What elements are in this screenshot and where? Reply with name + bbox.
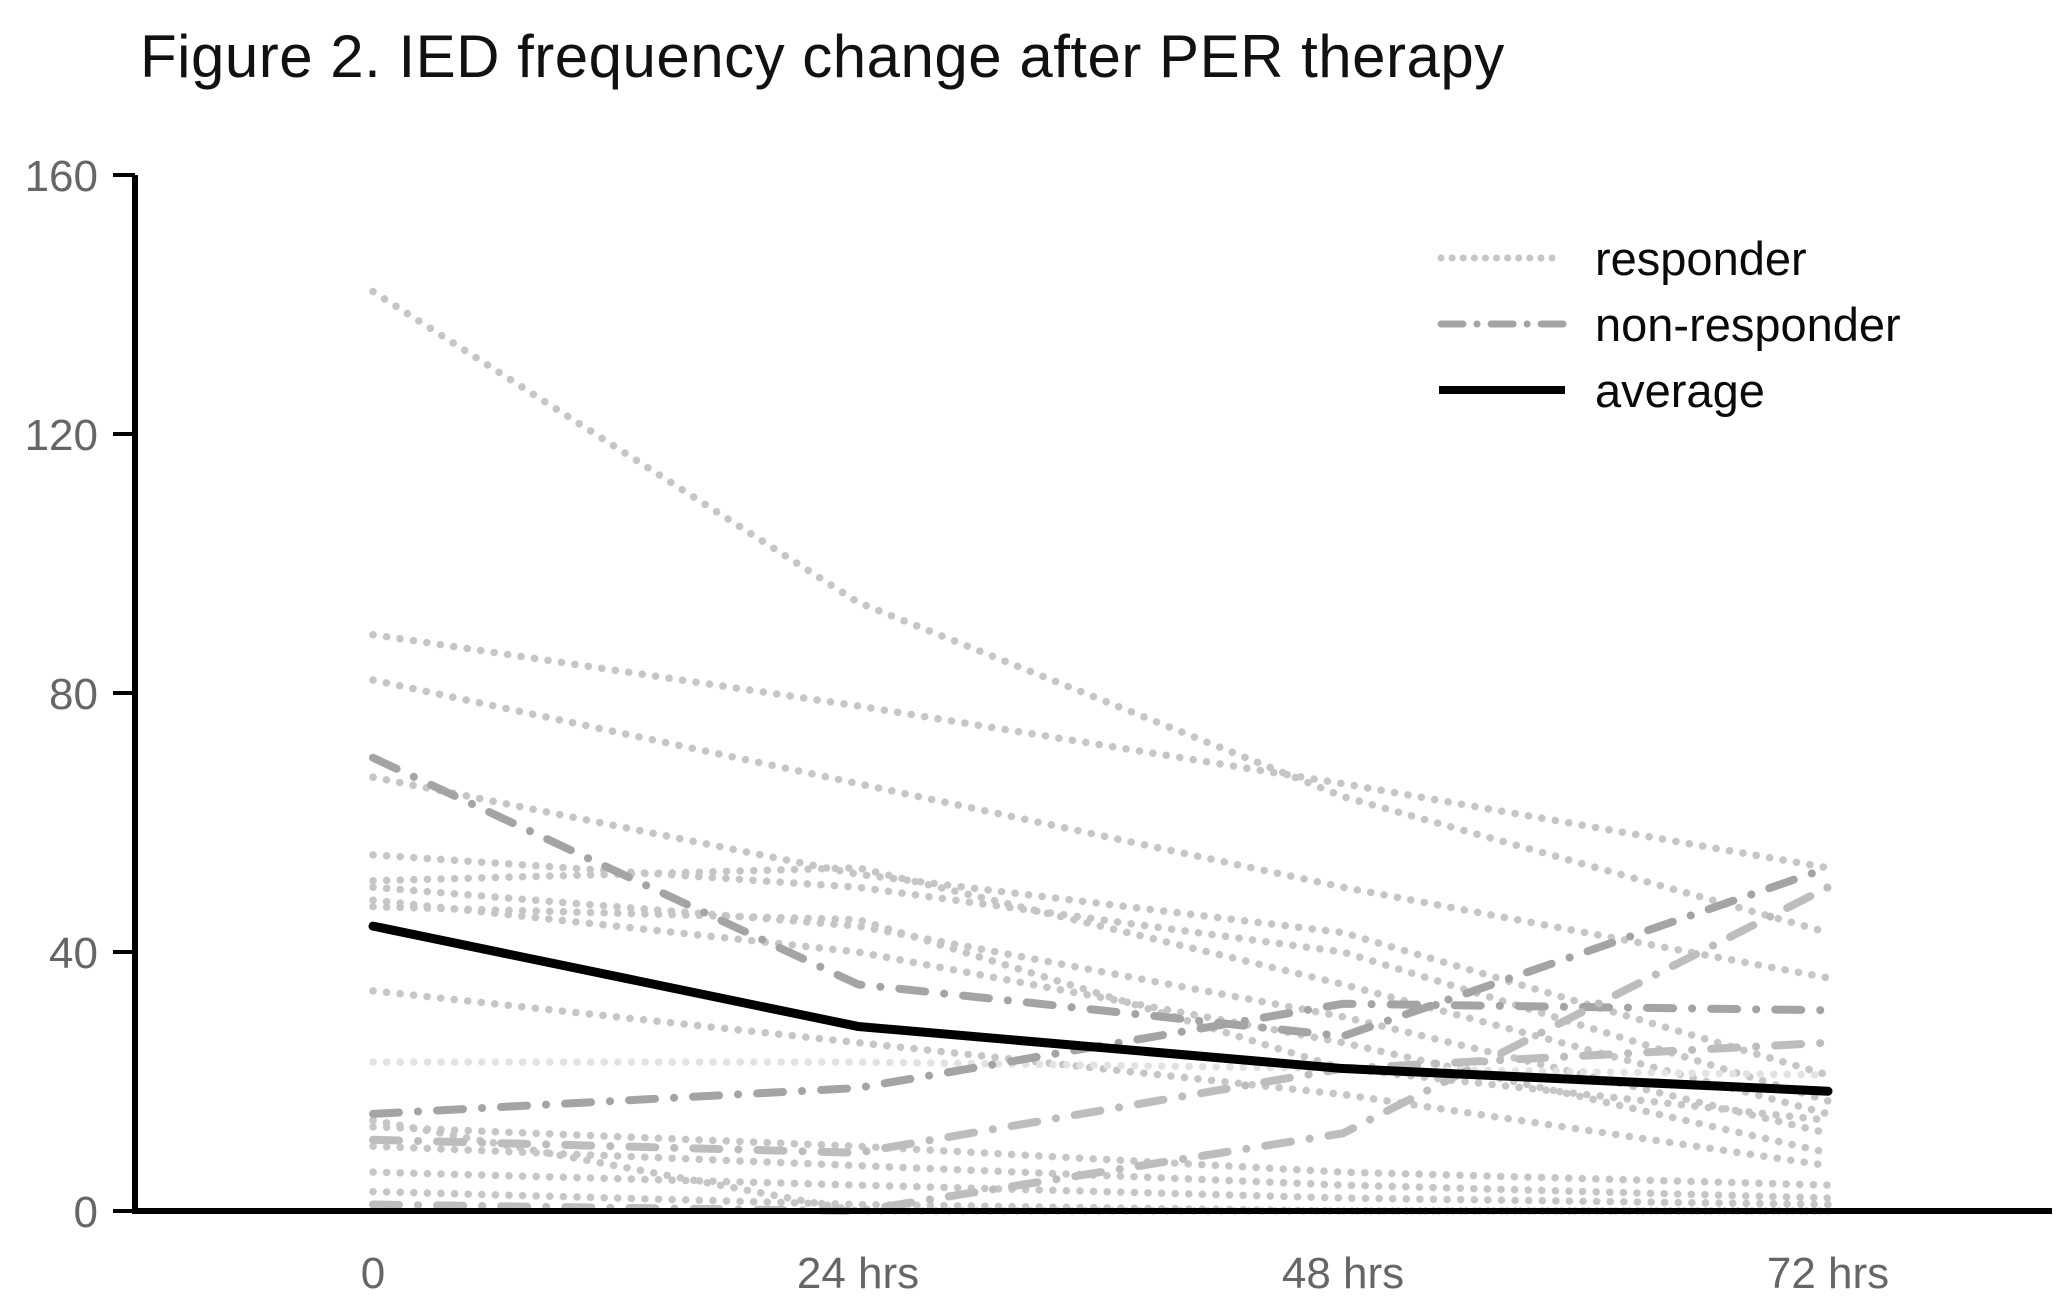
non-responder-line xyxy=(369,1038,1832,1157)
non-responder-line-swatch-icon xyxy=(1437,320,1567,328)
legend: responder non-responder average xyxy=(1437,232,1901,416)
x-tick-label: 72 hrs xyxy=(1767,1249,1889,1298)
tick-labels-layer: 0 40 80 120 160 0 24 hrs 48 hrs 72 hrs xyxy=(25,152,1890,1298)
responder-line xyxy=(369,1168,1832,1209)
series-layer xyxy=(368,287,1833,1216)
responder-line xyxy=(369,987,1832,1170)
legend-label-average: average xyxy=(1595,363,1765,417)
responder-line xyxy=(369,883,1832,1138)
legend-label-responder: responder xyxy=(1595,231,1807,285)
legend-label-non-responder: non-responder xyxy=(1595,297,1901,351)
y-tick-label: 40 xyxy=(49,929,98,978)
responder-line xyxy=(369,287,1832,937)
responder-line xyxy=(369,1058,1832,1079)
responder-line xyxy=(369,1123,1832,1189)
responder-line xyxy=(369,676,1832,982)
y-tick-label: 120 xyxy=(25,411,98,460)
responder-line-swatch-icon xyxy=(1437,254,1567,262)
non-responder-line xyxy=(369,753,1832,1041)
responder-line xyxy=(369,630,1832,872)
y-tick-label: 160 xyxy=(25,152,98,201)
x-tick-label: 48 hrs xyxy=(1282,1249,1404,1298)
x-tick-label: 24 hrs xyxy=(797,1249,919,1298)
average-line-swatch-icon xyxy=(1439,386,1565,394)
non-responder-line xyxy=(369,883,1832,1216)
x-tick-label: 0 xyxy=(361,1249,385,1298)
average-line xyxy=(368,921,1833,1096)
responder-line xyxy=(369,896,1832,1157)
chart-title: Figure 2. IED frequency change after PER… xyxy=(140,23,1505,90)
axes-layer xyxy=(113,173,2052,1214)
responder-line xyxy=(369,1142,1832,1202)
legend-item-non-responder: non-responder xyxy=(1437,298,1901,350)
y-tick-label: 80 xyxy=(49,670,98,719)
legend-item-responder: responder xyxy=(1437,232,1901,284)
legend-item-average: average xyxy=(1437,364,1901,416)
responder-line xyxy=(369,902,1832,1125)
y-tick-label: 0 xyxy=(74,1188,98,1237)
